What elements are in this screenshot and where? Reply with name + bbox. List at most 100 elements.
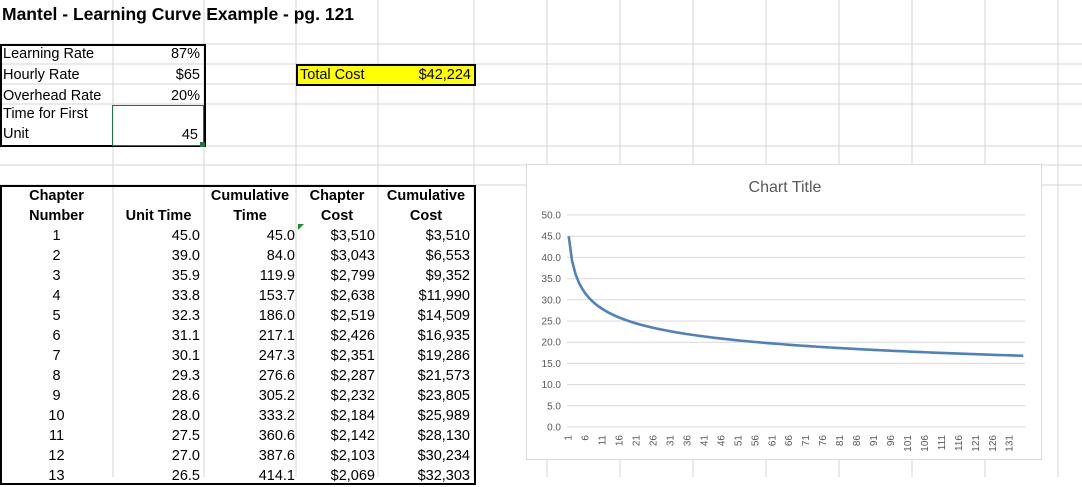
- x-tick-label: 11: [598, 435, 609, 446]
- header-chapter-cost-line2[interactable]: Cost: [320, 208, 354, 224]
- cell-chapter-number[interactable]: 7: [52, 348, 61, 364]
- cell-cumulative-cost[interactable]: $30,234: [417, 448, 470, 464]
- hourly-rate-label[interactable]: Hourly Rate: [3, 67, 80, 83]
- cell-cumulative-time[interactable]: 333.2: [258, 408, 295, 424]
- cell-cumulative-time[interactable]: 45.0: [266, 228, 295, 244]
- cell-cumulative-time[interactable]: 387.6: [258, 448, 295, 464]
- cell-chapter-number[interactable]: 1: [52, 228, 61, 244]
- x-tick-label: 6: [581, 435, 592, 441]
- table-row: 3 35.9 119.9 $2,799 $9,352: [0, 267, 475, 287]
- cell-chapter-number[interactable]: 13: [48, 468, 65, 484]
- cell-cumulative-time[interactable]: 414.1: [258, 468, 295, 484]
- total-cost-label[interactable]: Total Cost: [300, 67, 365, 83]
- cell-chapter-cost[interactable]: $2,142: [330, 428, 375, 444]
- cell-unit-time[interactable]: 45.0: [171, 228, 200, 244]
- cell-cumulative-cost[interactable]: $11,990: [418, 288, 470, 304]
- cell-unit-time[interactable]: 27.5: [171, 428, 200, 444]
- header-cumulative-time-line1[interactable]: Cumulative: [210, 188, 290, 204]
- cell-chapter-cost[interactable]: $3,510: [330, 228, 375, 244]
- header-unit-time[interactable]: Unit Time: [125, 208, 192, 224]
- cell-unit-time[interactable]: 28.0: [171, 408, 200, 424]
- header-chapter-number-line1[interactable]: Chapter: [29, 188, 84, 204]
- cell-chapter-number[interactable]: 5: [52, 308, 61, 324]
- cell-unit-time[interactable]: 31.1: [171, 328, 200, 344]
- cell-unit-time[interactable]: 35.9: [171, 268, 200, 284]
- cell-chapter-number[interactable]: 11: [48, 428, 65, 444]
- cell-chapter-cost[interactable]: $2,232: [330, 388, 375, 404]
- x-tick-label: 96: [886, 435, 897, 447]
- cell-cumulative-time[interactable]: 153.7: [258, 288, 295, 304]
- table-row: 5 32.3 186.0 $2,519 $14,509: [0, 307, 475, 327]
- cell-cumulative-cost[interactable]: $6,553: [425, 248, 470, 264]
- cell-cumulative-time[interactable]: 84.0: [266, 248, 295, 264]
- cell-cumulative-cost[interactable]: $19,286: [417, 348, 470, 364]
- cell-cumulative-cost[interactable]: $32,303: [417, 468, 470, 484]
- cell-chapter-cost[interactable]: $3,043: [330, 248, 375, 264]
- cell-cumulative-cost[interactable]: $14,509: [417, 308, 470, 324]
- first-unit-label-line2[interactable]: Unit: [3, 126, 29, 142]
- cell-chapter-number[interactable]: 6: [52, 328, 61, 344]
- cell-chapter-number[interactable]: 2: [52, 248, 61, 264]
- overhead-rate-value[interactable]: 20%: [170, 88, 200, 104]
- learning-rate-value[interactable]: 87%: [170, 46, 200, 62]
- cell-cumulative-cost[interactable]: $3,510: [425, 228, 470, 244]
- header-cumulative-time-line2[interactable]: Time: [233, 208, 267, 224]
- cell-cumulative-time[interactable]: 217.1: [258, 328, 295, 344]
- y-tick-label: 50.0: [542, 211, 562, 222]
- cell-chapter-cost[interactable]: $2,426: [330, 328, 375, 344]
- first-unit-value[interactable]: 45: [181, 127, 198, 143]
- cell-cumulative-cost[interactable]: $28,130: [417, 428, 470, 444]
- cell-cumulative-cost[interactable]: $16,935: [417, 328, 470, 344]
- y-tick-label: 30.0: [542, 295, 562, 306]
- cell-chapter-cost[interactable]: $2,638: [330, 288, 375, 304]
- cell-unit-time[interactable]: 27.0: [171, 448, 200, 464]
- header-cumulative-cost-line2[interactable]: Cost: [409, 208, 443, 224]
- header-cumulative-cost-line1[interactable]: Cumulative: [386, 188, 466, 204]
- cell-chapter-number[interactable]: 10: [48, 408, 65, 424]
- cell-chapter-number[interactable]: 4: [52, 288, 61, 304]
- cell-cumulative-time[interactable]: 186.0: [258, 308, 295, 324]
- cell-cumulative-cost[interactable]: $21,573: [417, 368, 470, 384]
- cell-chapter-cost[interactable]: $2,103: [330, 448, 375, 464]
- cell-cumulative-time[interactable]: 276.6: [258, 368, 295, 384]
- cell-chapter-cost[interactable]: $2,069: [330, 468, 375, 484]
- cell-cumulative-time[interactable]: 119.9: [259, 268, 295, 284]
- inputs-block: [0, 44, 206, 147]
- cell-cumulative-cost[interactable]: $23,805: [417, 388, 470, 404]
- cell-cumulative-cost[interactable]: $25,989: [417, 408, 470, 424]
- header-chapter-cost-line1[interactable]: Chapter: [309, 188, 365, 204]
- cell-unit-time[interactable]: 28.6: [171, 388, 200, 404]
- cell-chapter-cost[interactable]: $2,519: [330, 308, 375, 324]
- cell-chapter-cost[interactable]: $2,351: [330, 348, 375, 364]
- cell-cumulative-time[interactable]: 247.3: [258, 348, 295, 364]
- cell-unit-time[interactable]: 30.1: [171, 348, 200, 364]
- chart-plot: Chart Title 0.0 5.0 10.0 15.0 20.0 25.0 30.0 35.…: [542, 179, 1025, 452]
- hourly-rate-value[interactable]: $65: [175, 67, 200, 83]
- selected-cell[interactable]: [112, 105, 204, 146]
- fill-handle[interactable]: [200, 142, 205, 147]
- cell-cumulative-time[interactable]: 305.2: [258, 388, 295, 404]
- x-tick-label: 126: [988, 435, 999, 452]
- learning-curve-chart[interactable]: Chart Title 0.0 5.0 10.0 15.0 20.0 25.0 30.0 35.…: [526, 164, 1042, 460]
- header-chapter-number-line2[interactable]: Number: [29, 208, 84, 224]
- total-cost-value[interactable]: $42,224: [418, 67, 471, 83]
- cell-chapter-cost[interactable]: $2,799: [330, 268, 375, 284]
- cell-chapter-cost[interactable]: $2,184: [330, 408, 375, 424]
- cell-unit-time[interactable]: 26.5: [171, 468, 200, 484]
- cell-chapter-number[interactable]: 8: [52, 368, 61, 384]
- cell-unit-time[interactable]: 32.3: [171, 308, 200, 324]
- cell-chapter-number[interactable]: 3: [52, 268, 61, 284]
- cell-chapter-cost[interactable]: $2,287: [330, 368, 375, 384]
- learning-rate-label[interactable]: Learning Rate: [3, 46, 95, 62]
- cell-unit-time[interactable]: 39.0: [171, 248, 200, 264]
- cell-unit-time[interactable]: 29.3: [171, 368, 200, 384]
- sheet-title[interactable]: Mantel - Learning Curve Example - pg. 12…: [2, 4, 355, 24]
- cell-unit-time[interactable]: 33.8: [171, 288, 200, 304]
- overhead-rate-label[interactable]: Overhead Rate: [3, 88, 102, 104]
- x-tick-label: 31: [665, 435, 676, 447]
- cell-cumulative-time[interactable]: 360.6: [258, 428, 295, 444]
- cell-chapter-number[interactable]: 9: [52, 388, 61, 404]
- cell-cumulative-cost[interactable]: $9,352: [425, 268, 470, 284]
- cell-chapter-number[interactable]: 12: [48, 448, 65, 464]
- first-unit-label-line1[interactable]: Time for First: [3, 106, 88, 122]
